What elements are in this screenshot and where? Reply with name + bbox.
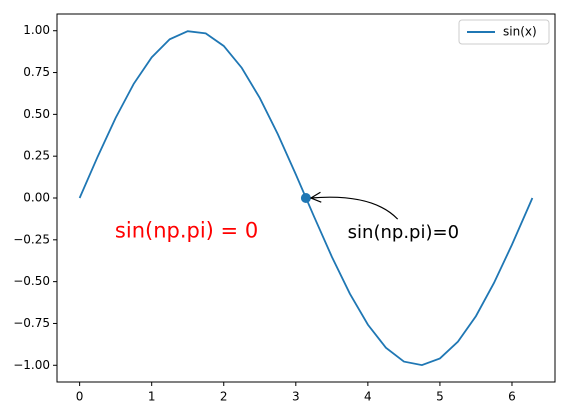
x-tick-label: 5	[436, 390, 444, 404]
line-series	[78, 30, 534, 367]
annotation-text: sin(np.pi)=0	[348, 222, 459, 243]
point-marker	[300, 193, 311, 203]
y-tick-label: 0.25	[23, 149, 50, 163]
x-tick-label: 6	[508, 390, 516, 404]
y-tick-label: 0.00	[23, 191, 50, 205]
y-tick-label: −1.00	[13, 358, 50, 372]
legend-label: sin(x)	[503, 25, 537, 39]
x-tick-label: 2	[220, 390, 228, 404]
y-tick-label: −0.50	[13, 274, 50, 288]
annotation-arrow	[311, 197, 399, 220]
x-tick-label: 3	[292, 390, 300, 404]
x-tick-label: 0	[76, 390, 84, 404]
x-tick-label: 1	[148, 390, 156, 404]
y-tick-label: 1.00	[23, 23, 50, 37]
y-tick-label: −0.75	[13, 316, 50, 330]
y-tick-label: 0.50	[23, 107, 50, 121]
legend-box	[458, 19, 550, 45]
x-tick-label: 4	[364, 390, 372, 404]
y-tick-label: 0.75	[23, 65, 50, 79]
annotation-text: sin(np.pi) = 0	[115, 218, 258, 242]
y-tick-label: −0.25	[13, 232, 50, 246]
